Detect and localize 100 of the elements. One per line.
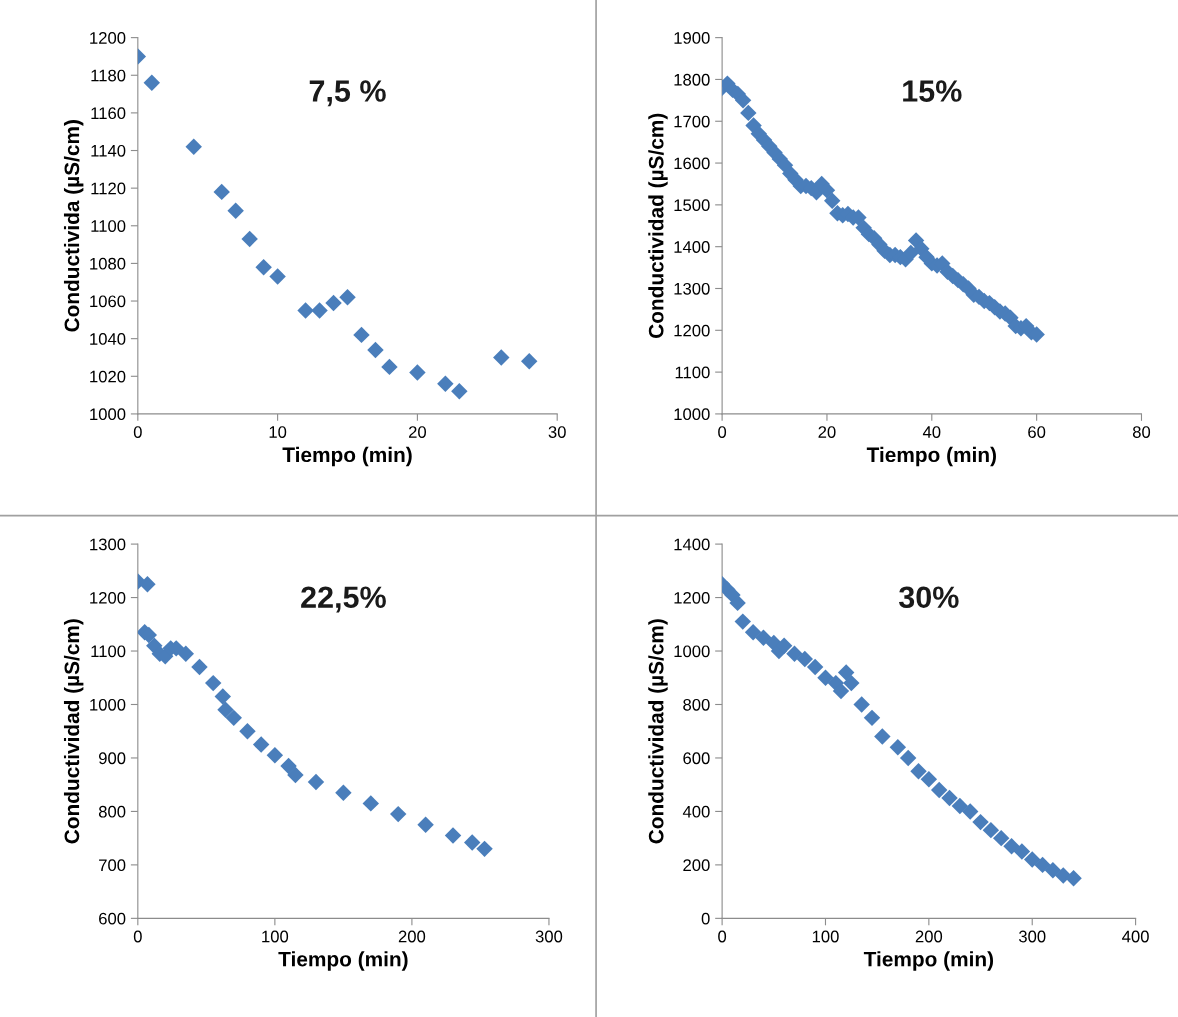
point: [417, 816, 434, 833]
y-tick-label: 1000: [674, 408, 710, 421]
point: [744, 624, 762, 641]
point: [992, 829, 1010, 847]
y-axis-title: Conductividad (µS/cm): [648, 619, 668, 844]
point: [930, 781, 948, 799]
y-tick-label: 900: [99, 752, 126, 765]
point: [191, 658, 208, 676]
y-tick-label: 1100: [91, 645, 126, 658]
y-tick-label: 1200: [674, 324, 710, 337]
y-tick-label: 1200: [90, 591, 126, 604]
point: [325, 294, 342, 312]
point: [1024, 851, 1041, 868]
point: [1044, 862, 1062, 879]
point: [755, 629, 772, 646]
y-axis-title: Conductividad (µS/cm): [648, 113, 668, 338]
point: [920, 771, 938, 788]
y-tick-label: 1180: [91, 69, 126, 82]
text: 15%: [903, 80, 962, 102]
x-tick-label: 40: [922, 426, 941, 438]
point: [817, 669, 834, 686]
x-tick-label: 400: [1122, 930, 1149, 943]
point: [910, 763, 927, 780]
x-tick-label: 10: [269, 426, 287, 438]
point: [280, 757, 297, 775]
point: [297, 302, 314, 319]
text: 7,5 %: [309, 80, 386, 107]
point: [729, 594, 746, 612]
x-tick-label: 100: [812, 930, 839, 943]
x-axis-title: Tiempo (min): [863, 951, 994, 971]
point: [853, 696, 870, 713]
point: [381, 358, 398, 376]
y-tick-label: 800: [98, 805, 126, 818]
x-tick-label: 0: [718, 426, 727, 438]
point: [982, 821, 1000, 839]
point: [362, 795, 380, 812]
point: [214, 688, 232, 705]
y-tick-label: 700: [99, 859, 126, 872]
point: [227, 202, 244, 219]
point: [972, 813, 989, 831]
point: [353, 326, 370, 344]
y-tick-label: 1300: [90, 538, 126, 551]
point: [143, 74, 161, 91]
y-tick-label: 1040: [90, 333, 126, 345]
y-tick-label: 1700: [674, 115, 710, 128]
x-tick-label: 0: [133, 930, 142, 943]
y-tick-label: 0: [701, 912, 710, 925]
y-tick-label: 1200: [674, 591, 710, 604]
y-tick-label: 1200: [90, 32, 126, 44]
point: [409, 364, 426, 381]
point: [367, 341, 384, 359]
point: [863, 709, 881, 727]
y-tick-label: 1020: [90, 370, 126, 383]
x-tick-label: 100: [262, 930, 289, 943]
point: [225, 709, 242, 727]
x-tick-label: 20: [408, 426, 427, 438]
point: [941, 789, 958, 807]
point: [213, 183, 230, 201]
text: 22,5%: [301, 586, 386, 613]
x-tick-label: 0: [133, 426, 142, 438]
y-tick-label: 1000: [674, 645, 710, 658]
point: [389, 805, 407, 823]
point: [307, 773, 325, 791]
x-tick-label: 60: [1028, 426, 1046, 438]
point: [255, 258, 272, 276]
x-tick-label: 300: [1018, 930, 1046, 943]
point: [843, 674, 860, 692]
point: [177, 645, 195, 662]
y-tick-label: 1120: [91, 182, 126, 195]
point: [241, 230, 258, 248]
x-tick-label: 200: [915, 930, 943, 943]
y-tick-label: 1400: [674, 241, 710, 253]
point: [493, 349, 510, 366]
y-tick-label: 1300: [674, 282, 710, 295]
point: [476, 840, 493, 858]
point: [451, 383, 468, 400]
x-tick-label: 200: [398, 930, 426, 943]
point: [185, 138, 202, 155]
y-tick-label: 1160: [91, 107, 126, 120]
y-tick-label: 1060: [90, 295, 126, 308]
point: [335, 784, 352, 801]
y-axis-title: Conductivida (µS/cm): [63, 120, 84, 332]
y-tick-label: 1000: [90, 698, 126, 711]
point: [266, 747, 284, 764]
y-tick-label: 1500: [674, 199, 710, 212]
y-tick-label: 600: [99, 912, 126, 925]
point: [796, 650, 814, 668]
point: [899, 749, 917, 767]
point: [287, 766, 304, 784]
point: [786, 645, 803, 662]
y-tick-label: 1100: [91, 220, 126, 232]
x-axis-title: Tiempo (min): [866, 446, 996, 467]
point: [1013, 843, 1031, 860]
y-axis-title: Conductividad (µS/cm): [63, 619, 84, 844]
text: 30%: [898, 586, 959, 609]
point: [1034, 856, 1051, 874]
point: [889, 739, 907, 756]
y-tick-label: 1100: [675, 366, 710, 379]
point: [1065, 870, 1082, 887]
y-tick-label: 1400: [674, 538, 710, 551]
